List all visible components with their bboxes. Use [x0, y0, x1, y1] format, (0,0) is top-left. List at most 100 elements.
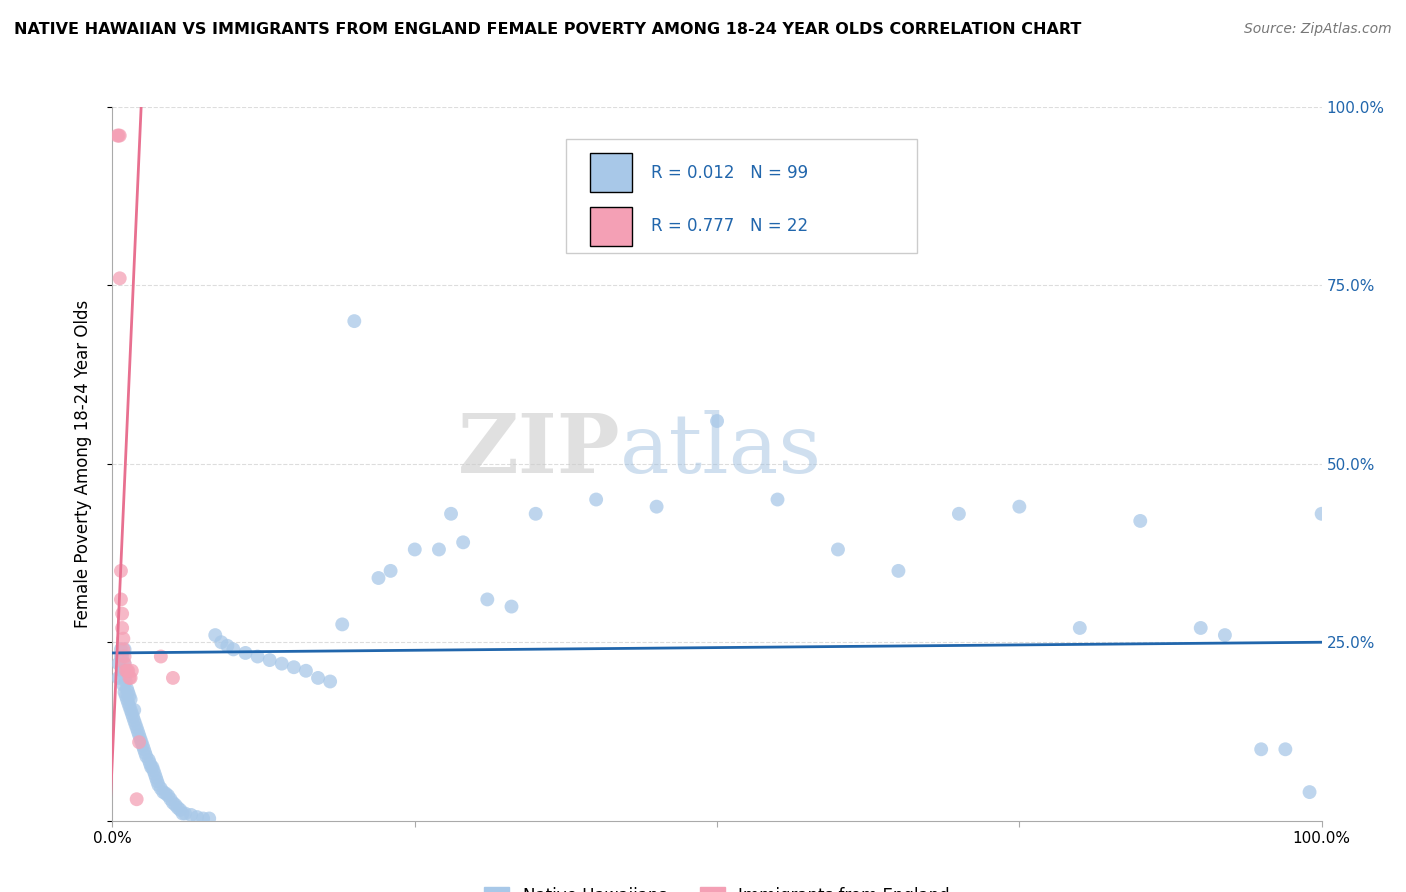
Point	[105, 128, 128, 143]
Text: Source: ZipAtlas.com: Source: ZipAtlas.com	[1244, 22, 1392, 37]
Point	[155, 787, 177, 801]
Point	[118, 671, 141, 685]
Point	[440, 507, 463, 521]
Point	[270, 657, 292, 671]
Point	[169, 803, 191, 817]
Point	[114, 657, 136, 671]
Point	[307, 671, 329, 685]
Point	[1069, 621, 1091, 635]
Point	[1213, 628, 1236, 642]
Point	[114, 642, 136, 657]
Point	[117, 664, 139, 678]
Point	[477, 592, 499, 607]
Point	[112, 632, 135, 646]
Point	[186, 810, 208, 824]
Point	[110, 564, 132, 578]
Point	[115, 664, 138, 678]
Point	[114, 689, 136, 703]
Point	[112, 664, 135, 678]
Point	[948, 507, 970, 521]
Point	[1298, 785, 1320, 799]
Point	[209, 635, 232, 649]
Point	[146, 774, 169, 789]
Point	[111, 621, 134, 635]
Point	[283, 660, 305, 674]
Text: NATIVE HAWAIIAN VS IMMIGRANTS FROM ENGLAND FEMALE POVERTY AMONG 18-24 YEAR OLDS : NATIVE HAWAIIAN VS IMMIGRANTS FROM ENGLA…	[14, 22, 1081, 37]
Point	[114, 671, 136, 685]
Point	[501, 599, 523, 614]
Point	[191, 812, 214, 826]
Point	[108, 128, 131, 143]
Point	[585, 492, 607, 507]
Legend: Native Hawaiians, Immigrants from England: Native Hawaiians, Immigrants from Englan…	[475, 879, 959, 892]
FancyBboxPatch shape	[565, 139, 917, 253]
Point	[111, 664, 134, 678]
Point	[134, 746, 156, 760]
Point	[120, 692, 142, 706]
Point	[319, 674, 342, 689]
Point	[120, 703, 142, 717]
Point	[125, 792, 148, 806]
Point	[827, 542, 849, 557]
Point	[112, 642, 135, 657]
Point	[135, 749, 157, 764]
Point	[766, 492, 789, 507]
Point	[114, 664, 136, 678]
Point	[110, 592, 132, 607]
Point	[132, 742, 155, 756]
Point	[111, 649, 134, 664]
Point	[1250, 742, 1272, 756]
Point	[131, 735, 153, 749]
Point	[259, 653, 281, 667]
Point	[217, 639, 239, 653]
Point	[367, 571, 389, 585]
Point	[427, 542, 450, 557]
Point	[1008, 500, 1031, 514]
FancyBboxPatch shape	[591, 153, 633, 193]
Text: ZIP: ZIP	[458, 409, 620, 490]
Text: R = 0.012   N = 99: R = 0.012 N = 99	[651, 164, 807, 182]
Point	[162, 671, 184, 685]
Point	[143, 767, 166, 781]
Point	[112, 678, 135, 692]
Point	[132, 739, 155, 753]
Point	[145, 771, 167, 785]
Point	[110, 642, 132, 657]
FancyBboxPatch shape	[591, 207, 633, 246]
Text: atlas: atlas	[620, 409, 823, 490]
Point	[162, 796, 184, 810]
Point	[343, 314, 366, 328]
Point	[125, 721, 148, 735]
Point	[139, 756, 162, 771]
Point	[114, 649, 136, 664]
Point	[107, 128, 129, 143]
Point	[115, 692, 138, 706]
Point	[204, 628, 226, 642]
Point	[122, 710, 145, 724]
Point	[148, 778, 170, 792]
Point	[128, 728, 150, 742]
Point	[330, 617, 353, 632]
Point	[1310, 507, 1333, 521]
Point	[110, 649, 132, 664]
Point	[108, 271, 131, 285]
Point	[159, 792, 181, 806]
Point	[149, 649, 172, 664]
Point	[157, 789, 180, 803]
Point	[124, 717, 146, 731]
Point	[107, 657, 129, 671]
Text: R = 0.777   N = 22: R = 0.777 N = 22	[651, 218, 807, 235]
Point	[451, 535, 474, 549]
Point	[114, 674, 136, 689]
Point	[149, 781, 172, 796]
Point	[142, 764, 165, 778]
Point	[141, 760, 163, 774]
Point	[117, 696, 139, 710]
Point	[198, 812, 221, 826]
Point	[165, 797, 187, 812]
Point	[129, 731, 152, 746]
Point	[404, 542, 426, 557]
Point	[235, 646, 257, 660]
Point	[118, 699, 141, 714]
Point	[121, 664, 143, 678]
